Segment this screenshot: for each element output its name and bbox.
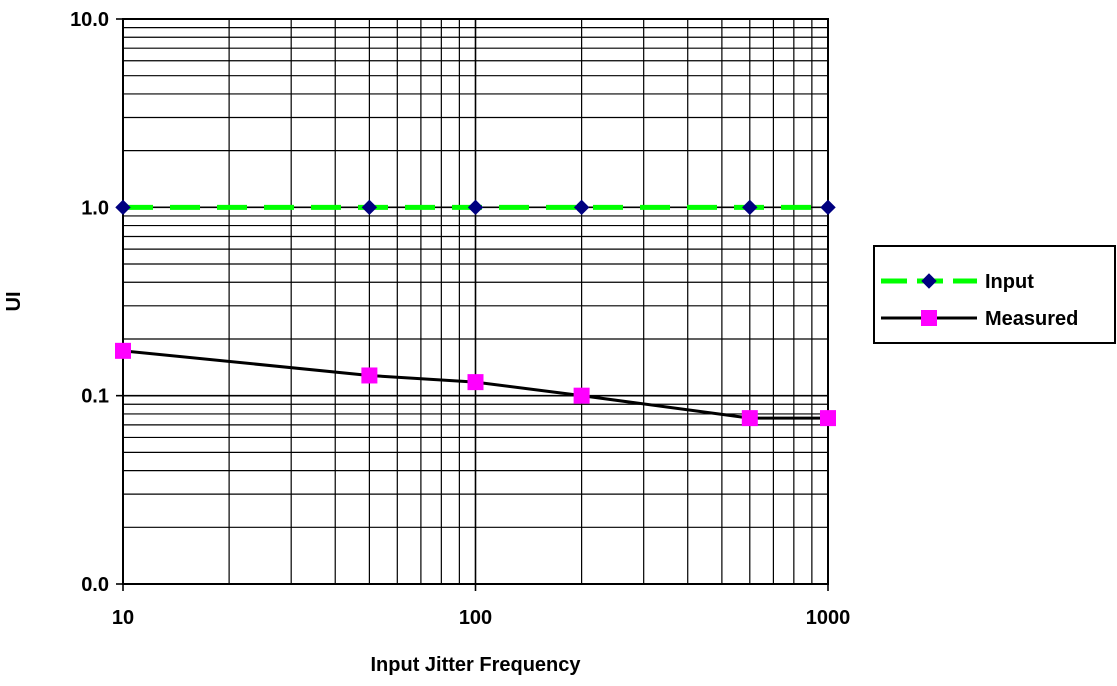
tick-labels: 0.0 0.1 1.0 10.0 10 100 1000 bbox=[70, 9, 850, 629]
y-tick-label: 1.0 bbox=[81, 197, 109, 219]
x-tick-label: 10 bbox=[112, 607, 134, 629]
data-point bbox=[115, 342, 131, 359]
data-point bbox=[467, 374, 484, 391]
legend-label: Measured bbox=[985, 308, 1078, 330]
data-point bbox=[742, 199, 758, 216]
series-input bbox=[115, 199, 836, 216]
data-point bbox=[573, 387, 590, 404]
series-line bbox=[122, 349, 828, 420]
legend-label: Input bbox=[985, 271, 1034, 293]
legend-item-input: Input bbox=[881, 271, 1034, 293]
x-tick-label: 100 bbox=[459, 607, 492, 629]
data-point bbox=[820, 199, 836, 216]
data-point bbox=[115, 199, 131, 216]
data-point bbox=[467, 199, 484, 216]
legend-box bbox=[873, 245, 1116, 344]
y-axis-title: UI bbox=[3, 292, 25, 312]
legend: Input Measured bbox=[873, 245, 1116, 344]
data-point bbox=[741, 410, 758, 427]
data-point bbox=[820, 410, 836, 427]
y-tick-label: 10.0 bbox=[70, 9, 109, 31]
x-tick-label: 1000 bbox=[806, 607, 851, 629]
series-measured bbox=[115, 342, 836, 427]
data-point bbox=[361, 199, 378, 216]
x-axis-title: Input Jitter Frequency bbox=[370, 654, 581, 676]
series-layer bbox=[115, 199, 836, 427]
data-point bbox=[361, 367, 378, 384]
legend-marker bbox=[921, 310, 937, 326]
legend-item-measured: Measured bbox=[881, 308, 1078, 330]
y-tick-label: 0.0 bbox=[81, 574, 109, 596]
y-tick-label: 0.1 bbox=[81, 386, 109, 408]
legend-marker bbox=[921, 273, 937, 289]
data-point bbox=[573, 199, 590, 216]
grid bbox=[123, 19, 828, 584]
